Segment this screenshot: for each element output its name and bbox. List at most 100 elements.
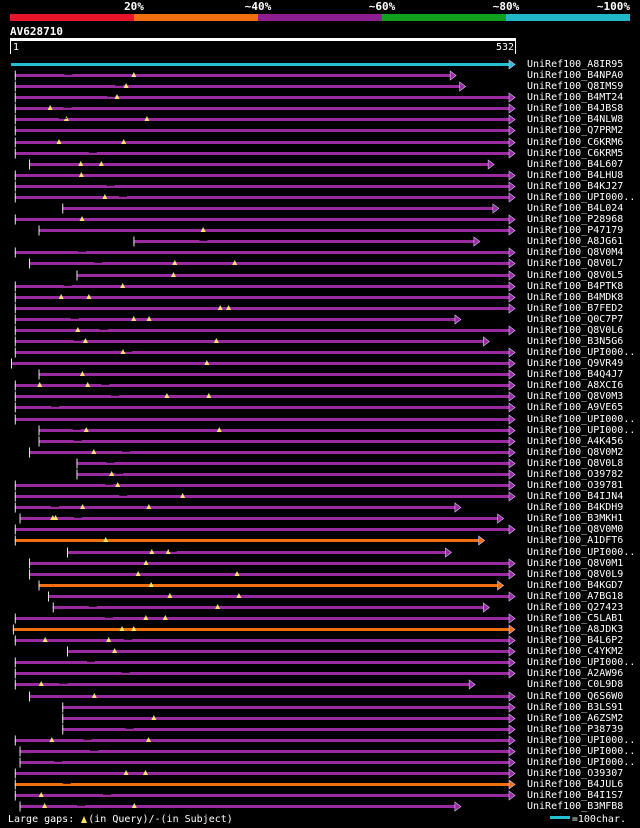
- hit-label[interactable]: UniRef100_Q8V0M4: [527, 247, 624, 258]
- hit-label[interactable]: UniRef100_B4PTK8: [527, 281, 624, 292]
- hit-label[interactable]: UniRef100_B4L607: [527, 159, 624, 170]
- hit-end-arrow: [508, 103, 516, 114]
- hit-label[interactable]: UniRef100_C6KRM5: [527, 148, 624, 159]
- query-gap-marker: [91, 449, 97, 454]
- hit-label[interactable]: UniRef100_A2AW96: [527, 668, 624, 679]
- hit-label[interactable]: UniRef100_Q0C7P7: [527, 314, 624, 325]
- hit-end-arrow: [508, 214, 516, 225]
- hit-label[interactable]: UniRef100_UPI000..: [527, 735, 636, 746]
- query-gap-marker: [217, 305, 223, 310]
- hit-label[interactable]: UniRef100_Q8IMS9: [527, 81, 624, 92]
- hit-label[interactable]: UniRef100_UPI000..: [527, 414, 636, 425]
- hit-label[interactable]: UniRef100_Q8V0L6: [527, 325, 624, 336]
- hit-label[interactable]: UniRef100_Q8V0L5: [527, 270, 624, 281]
- hit-label[interactable]: UniRef100_B4LHU8: [527, 170, 624, 181]
- hit-label[interactable]: UniRef100_Q8V0M3: [527, 391, 624, 402]
- hit-label[interactable]: UniRef100_Q7PRM2: [527, 125, 624, 136]
- hit-label[interactable]: UniRef100_UPI000..: [527, 547, 636, 558]
- hit-label[interactable]: UniRef100_B4NPA0: [527, 70, 624, 81]
- hit-label[interactable]: UniRef100_B4JUL6: [527, 779, 624, 790]
- query-gap-marker: [146, 504, 152, 509]
- hit-label[interactable]: UniRef100_O39307: [527, 768, 624, 779]
- hit-label[interactable]: UniRef100_B4KGD7: [527, 580, 624, 591]
- hit-label[interactable]: UniRef100_B4KDH9: [527, 502, 624, 513]
- hit-label[interactable]: UniRef100_Q8V0M2: [527, 447, 624, 458]
- hit-label[interactable]: UniRef100_B3LS91: [527, 702, 624, 713]
- query-gap-marker: [119, 626, 125, 631]
- hit-label[interactable]: UniRef100_B4Q4J7: [527, 369, 624, 380]
- hit-label[interactable]: UniRef100_B4MT24: [527, 92, 624, 103]
- hit-label[interactable]: UniRef100_A1DFT6: [527, 535, 624, 546]
- query-gap-marker: [204, 360, 210, 365]
- hit-label[interactable]: UniRef100_A4K456: [527, 436, 624, 447]
- hit-label[interactable]: UniRef100_A8XCI6: [527, 380, 624, 391]
- hit-label[interactable]: UniRef100_A6ZSM2: [527, 713, 624, 724]
- hit-label[interactable]: UniRef100_C4YKM2: [527, 646, 624, 657]
- hit-end-arrow: [508, 491, 516, 502]
- hit-label[interactable]: UniRef100_B3N5G6: [527, 336, 624, 347]
- hit-label[interactable]: UniRef100_C6KRM6: [527, 137, 624, 148]
- hit-label[interactable]: UniRef100_B4NLW8: [527, 114, 624, 125]
- hit-label[interactable]: UniRef100_A8IR95: [527, 59, 624, 70]
- hit-end-arrow: [508, 114, 516, 125]
- hit-label[interactable]: UniRef100_Q8V0L8: [527, 458, 624, 469]
- hit-label[interactable]: UniRef100_B4L6P2: [527, 635, 624, 646]
- hit-end-arrow: [508, 414, 516, 425]
- hit-label[interactable]: UniRef100_B4MDK8: [527, 292, 624, 303]
- gap-legend-query: (in Query)/: [88, 814, 155, 825]
- hit-label[interactable]: UniRef100_UPI000..: [527, 746, 636, 757]
- hit-label[interactable]: UniRef100_B4I1S7: [527, 790, 624, 801]
- hit-label[interactable]: UniRef100_B4IJN4: [527, 491, 624, 502]
- hit-end-arrow: [508, 691, 516, 702]
- hit-label[interactable]: UniRef100_Q9VR49: [527, 358, 624, 369]
- hit-label[interactable]: UniRef100_B3MKH1: [527, 513, 624, 524]
- hit-label[interactable]: UniRef100_A7BG18: [527, 591, 624, 602]
- hit-label[interactable]: UniRef100_A9VE65: [527, 402, 624, 413]
- hit-label[interactable]: UniRef100_P47179: [527, 225, 624, 236]
- hit-label[interactable]: UniRef100_Q6S6W0: [527, 691, 624, 702]
- hit-label[interactable]: UniRef100_Q8V0L7: [527, 258, 624, 269]
- hit-label[interactable]: UniRef100_B4L024: [527, 203, 624, 214]
- hit-label[interactable]: UniRef100_UPI000..: [527, 192, 636, 203]
- hit-end-arrow: [473, 236, 481, 247]
- query-gap-marker: [103, 537, 109, 542]
- hit-label[interactable]: UniRef100_O39781: [527, 480, 624, 491]
- hit-label[interactable]: UniRef100_UPI000..: [527, 425, 636, 436]
- hit-label[interactable]: UniRef100_UPI000..: [527, 657, 636, 668]
- query-gap-marker: [58, 294, 64, 299]
- hit-end-arrow: [508, 303, 516, 314]
- hit-end-arrow: [508, 258, 516, 269]
- hit-label[interactable]: UniRef100_C5LAB1: [527, 613, 624, 624]
- hit-label[interactable]: UniRef100_B7FED2: [527, 303, 624, 314]
- hit-label[interactable]: UniRef100_P38739: [527, 724, 624, 735]
- query-gap-marker: [234, 571, 240, 576]
- query-gap-marker: [102, 194, 108, 199]
- query-gap-marker: [38, 792, 44, 797]
- hit-label[interactable]: UniRef100_UPI000..: [527, 347, 636, 358]
- hit-label[interactable]: UniRef100_Q8V0L9: [527, 569, 624, 580]
- hit-label[interactable]: UniRef100_C0L9D8: [527, 679, 624, 690]
- footer: Large gaps: (in Query)/-(in Subject) =10…: [8, 814, 632, 827]
- legend-swatch-40: [134, 14, 258, 21]
- hit-label[interactable]: UniRef100_A8JDK3: [527, 624, 624, 635]
- hit-label[interactable]: UniRef100_A8JG61: [527, 236, 624, 247]
- hit-label[interactable]: UniRef100_P28968: [527, 214, 624, 225]
- hit-label[interactable]: UniRef100_Q8V0M1: [527, 558, 624, 569]
- hit-end-arrow: [508, 757, 516, 768]
- query-gap-marker: [98, 161, 104, 166]
- query-gap-marker: [232, 260, 238, 265]
- hit-label[interactable]: UniRef100_UPI000..: [527, 757, 636, 768]
- hit-end-arrow: [508, 148, 516, 159]
- hit-label[interactable]: UniRef100_O39782: [527, 469, 624, 480]
- hit-label[interactable]: UniRef100_B4JBS8: [527, 103, 624, 114]
- query-gap-marker: [170, 272, 176, 277]
- legend-label-80: ~80%: [492, 0, 520, 13]
- query-gap-marker: [143, 560, 149, 565]
- query-gap-marker: [106, 637, 112, 642]
- hit-label[interactable]: UniRef100_B3MFB8: [527, 801, 624, 812]
- hit-label[interactable]: UniRef100_B4KJ27: [527, 181, 624, 192]
- hit-label[interactable]: UniRef100_Q27423: [527, 602, 624, 613]
- hit-label[interactable]: UniRef100_Q8V0M0: [527, 524, 624, 535]
- query-gap-marker: [78, 161, 84, 166]
